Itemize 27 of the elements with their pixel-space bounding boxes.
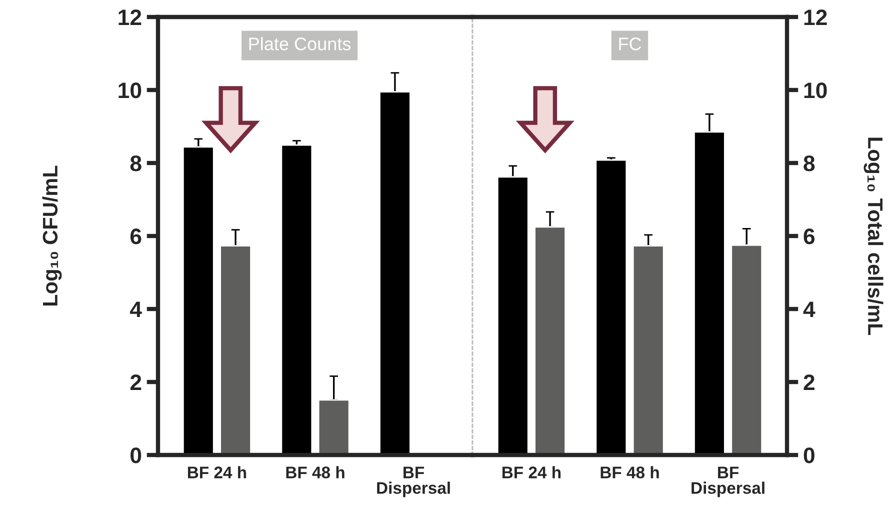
x-tick-label: BF 24 h [188, 466, 246, 478]
bar [318, 399, 350, 455]
y-tick-label: 2 [130, 374, 142, 390]
y-tick-label: 4 [130, 302, 142, 318]
y-tick-label: 8 [130, 156, 142, 172]
x-tick-label: BF 48 h [286, 466, 344, 478]
x-tick-label: BF 48 h [600, 466, 659, 478]
y2-tick-label: 4 [803, 302, 816, 318]
x-tick-label: BF Dispersal [692, 466, 764, 498]
y2-tick-label: 10 [804, 82, 827, 98]
annotation: FC [619, 38, 642, 50]
y2-tick-label: 8 [804, 156, 815, 172]
y-tick-label: 6 [130, 228, 142, 244]
annotation: Plate Counts [249, 37, 351, 50]
y2-tick-label: 6 [804, 228, 815, 244]
bar [220, 245, 252, 455]
y-axis-title: Log₁₀ CFU/mL [42, 166, 62, 306]
x-tick-label: BF 24 h [502, 466, 561, 478]
y2-tick-label: 12 [804, 10, 827, 26]
y-tick-label: 10 [118, 82, 142, 98]
y-tick-label: 0 [130, 448, 142, 464]
x-tick-label: BF Dispersal [377, 466, 450, 498]
y-tick-label: 12 [118, 10, 142, 26]
y2-tick-label: 0 [804, 448, 814, 464]
y2-tick-label: 2 [804, 374, 814, 390]
bar [280, 144, 313, 455]
y2-axis-title: Log₁₀ Total cells/mL [864, 138, 884, 336]
